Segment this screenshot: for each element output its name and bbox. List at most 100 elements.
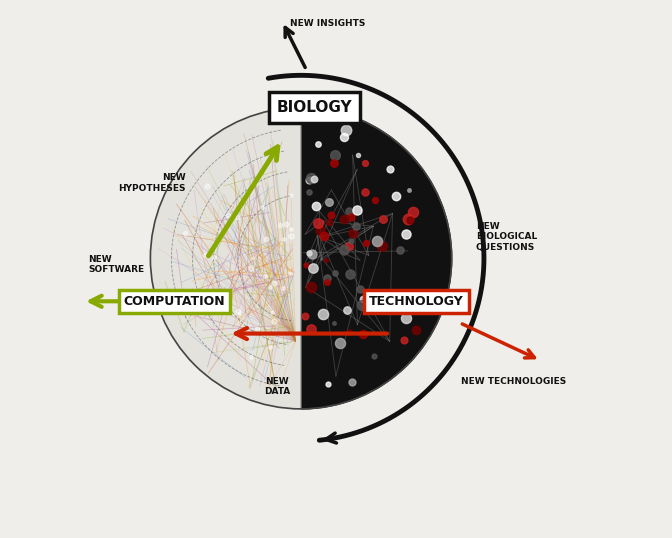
Point	[286, 225, 296, 233]
Point	[325, 211, 336, 220]
Point	[312, 140, 323, 148]
Text: NEW TECHNOLOGIES: NEW TECHNOLOGIES	[461, 377, 566, 386]
Point	[202, 182, 212, 190]
Point	[233, 307, 243, 316]
Point	[245, 263, 256, 272]
Text: NEW
DATA: NEW DATA	[263, 377, 290, 396]
Point	[257, 202, 267, 211]
Point	[269, 317, 280, 325]
Point	[265, 342, 276, 351]
Point	[329, 319, 339, 328]
Point	[344, 242, 355, 251]
Text: NEW INSIGHTS: NEW INSIGHTS	[290, 19, 366, 28]
Point	[401, 229, 411, 238]
Polygon shape	[301, 108, 452, 409]
Point	[339, 246, 349, 254]
Point	[335, 339, 346, 348]
Point	[265, 282, 276, 291]
Text: NEW
SOFTWARE: NEW SOFTWARE	[89, 255, 144, 274]
Text: TECHNOLOGY: TECHNOLOGY	[370, 295, 464, 308]
Point	[343, 328, 354, 336]
Text: BIOLOGY: BIOLOGY	[277, 100, 352, 115]
Point	[179, 229, 190, 237]
Point	[390, 192, 401, 201]
Point	[358, 330, 368, 338]
Text: NEW
BIOLOGICAL
QUESTIONS: NEW BIOLOGICAL QUESTIONS	[476, 222, 537, 252]
Point	[306, 250, 317, 258]
Point	[310, 202, 321, 210]
Point	[358, 294, 368, 303]
Point	[318, 310, 329, 318]
Point	[247, 254, 258, 263]
Point	[246, 352, 257, 361]
Text: NEW
HYPOTHESES: NEW HYPOTHESES	[118, 173, 185, 193]
Point	[411, 303, 422, 312]
Point	[403, 186, 414, 194]
Point	[301, 261, 312, 270]
Point	[303, 248, 314, 257]
Point	[314, 226, 325, 235]
Point	[250, 178, 261, 186]
Point	[376, 242, 387, 250]
Point	[278, 284, 288, 293]
Point	[286, 232, 296, 240]
Point	[225, 303, 236, 312]
Point	[348, 229, 359, 237]
Point	[346, 378, 357, 386]
Point	[357, 301, 368, 310]
Point	[346, 237, 357, 245]
Point	[275, 221, 286, 230]
Point	[341, 306, 352, 314]
Point	[321, 256, 331, 265]
Point	[338, 133, 349, 141]
Point	[354, 285, 365, 294]
Point	[360, 158, 370, 167]
Point	[351, 222, 362, 230]
Point	[352, 206, 363, 214]
Point	[370, 196, 380, 204]
Point	[306, 173, 317, 182]
Point	[304, 188, 314, 197]
Point	[251, 325, 262, 334]
Polygon shape	[151, 108, 301, 409]
Point	[328, 159, 339, 168]
Point	[403, 215, 413, 224]
Point	[199, 250, 210, 259]
Point	[269, 278, 280, 287]
Point	[361, 239, 372, 247]
Point	[407, 208, 418, 216]
Point	[234, 308, 245, 317]
Point	[368, 352, 379, 360]
Point	[267, 308, 278, 317]
Point	[346, 213, 357, 222]
Point	[209, 253, 220, 261]
Point	[279, 235, 290, 243]
Point	[323, 380, 334, 388]
Point	[308, 263, 319, 272]
Point	[401, 314, 411, 322]
Point	[405, 215, 416, 224]
Point	[284, 269, 295, 278]
Point	[384, 164, 395, 173]
Point	[300, 312, 311, 321]
Point	[261, 235, 271, 243]
Point	[329, 268, 340, 277]
Point	[345, 270, 355, 278]
Point	[338, 214, 349, 223]
Point	[394, 246, 405, 255]
Text: COMPUTATION: COMPUTATION	[124, 295, 225, 308]
Point	[223, 211, 234, 220]
Point	[378, 215, 389, 223]
Point	[322, 278, 333, 286]
Point	[343, 207, 354, 215]
Point	[319, 232, 329, 240]
Point	[306, 283, 317, 292]
Point	[375, 301, 386, 310]
Point	[232, 213, 243, 221]
Point	[309, 174, 320, 183]
Point	[352, 151, 363, 160]
Point	[411, 325, 421, 334]
Point	[304, 175, 314, 184]
Point	[321, 274, 332, 282]
Point	[360, 188, 370, 196]
